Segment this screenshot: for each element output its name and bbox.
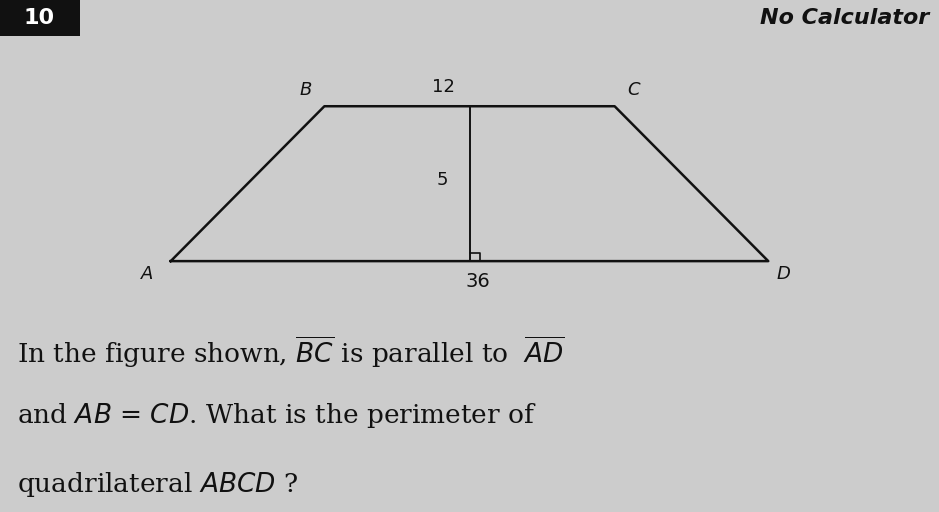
Bar: [0, 0, 80, 36]
Text: quadrilateral $\mathit{ABCD}$ ?: quadrilateral $\mathit{ABCD}$ ?: [17, 471, 298, 499]
Text: 36: 36: [466, 272, 490, 291]
Text: B: B: [300, 81, 312, 99]
Text: D: D: [777, 265, 791, 283]
Text: No Calculator: No Calculator: [761, 8, 930, 28]
Text: 5: 5: [437, 171, 448, 189]
Text: 10: 10: [23, 8, 55, 28]
Text: In the figure shown, $\overline{\mathit{BC}}$ is parallel to  $\overline{\mathit: In the figure shown, $\overline{\mathit{…: [17, 334, 564, 370]
Text: C: C: [627, 81, 640, 99]
Text: and $\mathit{AB}$ = $\mathit{CD}$. What is the perimeter of: and $\mathit{AB}$ = $\mathit{CD}$. What …: [17, 401, 537, 430]
Text: 12: 12: [433, 78, 455, 96]
Text: A: A: [141, 265, 154, 283]
